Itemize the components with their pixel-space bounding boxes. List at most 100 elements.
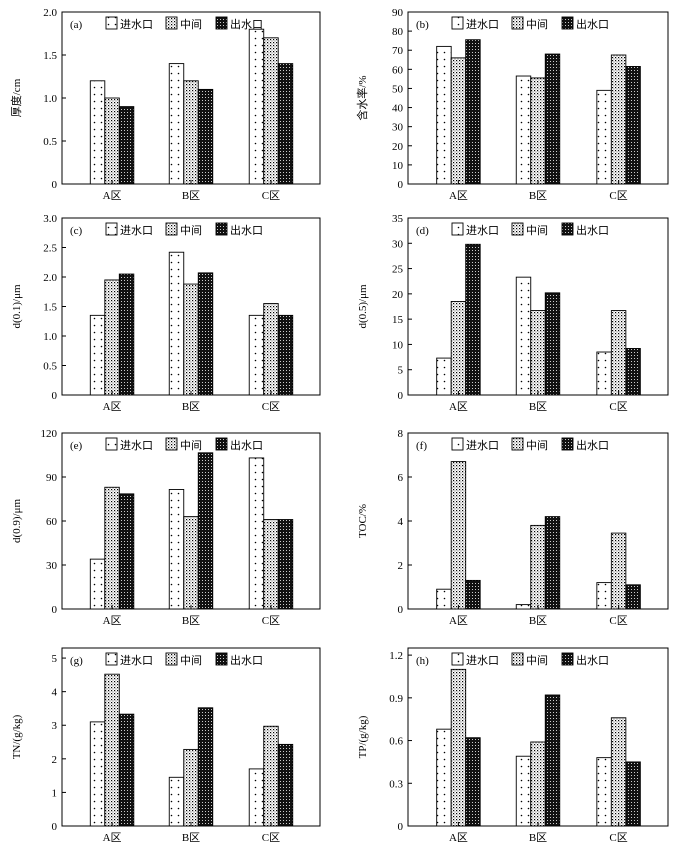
legend-swatch-2 (511, 437, 524, 451)
x-tick-label: A区 (449, 190, 468, 202)
bar-1-A区 (89, 80, 106, 185)
chart-panel-2: 0 10 20 30 40 50 60 70 80 90 含水率/% (b) A区 B区 C区 进水口 中间 出水… (355, 7, 669, 202)
legend-label-1: 进水口 (120, 439, 153, 452)
y-tick-label: 30 (392, 238, 404, 250)
legend-label-1: 进水口 (466, 439, 499, 452)
bar-1-A区 (436, 45, 452, 185)
y-tick-label: 40 (392, 103, 404, 115)
bar-1-C区 (248, 314, 265, 396)
legend-swatch-2 (165, 437, 178, 451)
y-tick-label: 3 (52, 720, 58, 732)
chart-panel-4: 0 5 10 15 20 25 30 35 d(0.5)/μm (d) A区 B区 C区 进水口 中间 出水口 (357, 213, 669, 413)
bar-2-C区 (263, 37, 279, 185)
y-axis-label: d(0.1)/μm (11, 284, 23, 329)
x-tick-label: B区 (182, 401, 200, 413)
legend-label-2: 中间 (180, 439, 202, 452)
y-tick-label: 35 (392, 213, 404, 225)
legend-swatch-3 (215, 652, 228, 666)
legend-label-3: 出水口 (576, 438, 609, 452)
legend-swatch-1 (451, 652, 464, 666)
legend-swatch-1 (105, 222, 118, 236)
y-tick-label: 2.0 (43, 272, 57, 284)
bar-2-A区 (104, 673, 120, 827)
y-tick-label: 120 (41, 428, 58, 440)
y-tick-label: 10 (392, 160, 404, 172)
x-tick-label: B区 (182, 615, 200, 627)
bar-3-B区 (544, 292, 561, 396)
bar-2-B区 (183, 80, 199, 185)
x-tick-label: A区 (103, 401, 122, 413)
bar-1-C区 (248, 768, 265, 827)
bar-2-A区 (450, 300, 467, 396)
legend-label-2: 中间 (526, 439, 548, 452)
bar-1-C区 (248, 28, 265, 185)
y-tick-label: 70 (392, 45, 404, 57)
bar-1-C区 (596, 89, 612, 185)
legend-swatch-2 (511, 652, 524, 666)
bar-3-C区 (277, 314, 294, 396)
bar-3-C区 (277, 519, 294, 610)
y-tick-label: 5 (398, 365, 404, 377)
x-tick-label: B区 (529, 401, 547, 413)
y-tick-label: 1.0 (43, 93, 57, 105)
bar-1-A区 (89, 314, 106, 396)
x-tick-label: B区 (182, 190, 200, 202)
y-tick-label: 3.0 (43, 213, 57, 225)
y-tick-label: 20 (392, 289, 404, 301)
legend-swatch-3 (215, 222, 228, 236)
legend-label-1: 进水口 (466, 654, 499, 667)
y-tick-label: 0 (398, 604, 404, 616)
y-tick-label: 6 (398, 472, 404, 484)
bar-3-A区 (465, 579, 481, 610)
bar-3-C区 (277, 743, 294, 827)
x-tick-label: C区 (609, 832, 627, 844)
bar-2-B区 (530, 310, 546, 396)
y-tick-label: 0 (398, 390, 404, 402)
chart-panel-3: 0 0.5 1.0 1.5 2.0 2.5 3.0 d(0.1)/μm (c) A区 B区 C区 进水口… (11, 213, 321, 413)
bar-2-B区 (530, 741, 546, 827)
bar-2-B区 (530, 524, 546, 610)
x-tick-label: A区 (103, 615, 122, 627)
x-tick-label: A区 (449, 401, 468, 413)
panel-label: (c) (70, 225, 83, 237)
bar-2-A区 (450, 461, 467, 610)
bar-1-B区 (168, 776, 185, 827)
y-axis-label: TP/(g/kg) (357, 715, 369, 758)
y-tick-label: 0.6 (389, 736, 403, 748)
bar-3-B区 (544, 694, 561, 827)
y-tick-label: 0 (398, 821, 404, 833)
bar-1-B区 (168, 251, 185, 396)
x-tick-label: C区 (262, 832, 280, 844)
bar-1-B区 (168, 489, 185, 610)
bar-1-B区 (168, 63, 185, 185)
y-tick-label: 50 (392, 83, 404, 95)
bar-2-B区 (183, 283, 199, 396)
y-tick-label: 2 (398, 560, 404, 572)
bar-3-B区 (197, 272, 214, 396)
y-tick-label: 2.5 (43, 243, 57, 255)
legend-label-3: 出水口 (230, 17, 263, 31)
legend-label-3: 出水口 (576, 223, 609, 237)
legend-swatch-3 (215, 16, 228, 30)
y-tick-label: 0.9 (389, 693, 403, 705)
bar-2-B区 (183, 516, 199, 610)
legend-swatch-3 (561, 652, 574, 666)
bar-3-B区 (544, 53, 561, 185)
y-axis-label: d(0.9)/μm (11, 499, 23, 544)
legend-swatch-1 (451, 437, 464, 451)
y-tick-label: 8 (398, 428, 404, 440)
x-tick-label: A区 (103, 832, 122, 844)
legend-swatch-1 (451, 16, 464, 30)
bar-2-C区 (610, 717, 627, 827)
legend-swatch-1 (105, 652, 118, 666)
bar-3-A区 (465, 243, 481, 396)
bar-2-A区 (104, 279, 120, 396)
legend-swatch-3 (561, 222, 574, 236)
x-tick-label: A区 (449, 832, 468, 844)
chart-panel-1: 0 0.5 1.0 1.5 2.0 厚度/cm (a) A区 B区 C区 进水口 中间 出水口 (9, 7, 321, 202)
y-tick-label: 0 (398, 179, 404, 191)
bar-1-A区 (436, 588, 452, 610)
bar-2-C区 (610, 54, 627, 185)
y-tick-label: 90 (392, 7, 404, 19)
legend-label-1: 进水口 (120, 18, 153, 31)
